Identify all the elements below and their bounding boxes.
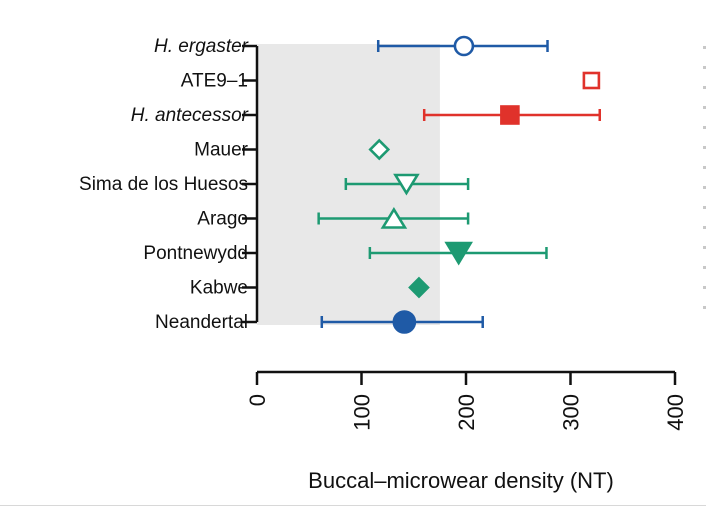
- point-group: [408, 276, 430, 299]
- edge-dot: [703, 106, 706, 109]
- marker-circle-open: [453, 35, 475, 57]
- edge-dot: [703, 306, 706, 309]
- edge-dot: [703, 86, 706, 89]
- y-tick-label: Pontnewydd: [143, 243, 248, 264]
- edge-dot: [703, 126, 706, 129]
- marker-square-open: [582, 71, 601, 90]
- x-tick-label: 100: [350, 394, 375, 431]
- marker-diamond-open: [368, 138, 391, 161]
- point-group: [368, 241, 548, 266]
- edge-dot: [703, 186, 706, 189]
- edge-dot: [703, 146, 706, 149]
- y-tick-label: Arago: [197, 209, 248, 230]
- x-axis-label: Buccal–microwear density (NT): [308, 468, 614, 493]
- marker-triangle-up-open: [380, 207, 408, 229]
- data-marks: [317, 35, 602, 334]
- y-tick-label: Sima de los Huesos: [79, 174, 248, 195]
- marker-triangle-down-open: [393, 173, 420, 196]
- y-tick-label: ATE9–1: [181, 71, 248, 92]
- y-tick-label: Kabwe: [190, 278, 248, 299]
- x-tick-label: 400: [663, 394, 688, 431]
- point-group: [582, 71, 601, 90]
- marker-circle-filled: [392, 310, 417, 334]
- edge-dot: [703, 66, 706, 69]
- marker-diamond-filled: [408, 276, 430, 299]
- point-group: [376, 35, 549, 57]
- edge-dot: [703, 266, 706, 269]
- x-tick-label: 300: [559, 394, 584, 431]
- edge-dot: [703, 286, 706, 289]
- x-axis: 0 100 200 300 400: [245, 370, 688, 431]
- edge-dot: [703, 226, 706, 229]
- edge-dot: [703, 206, 706, 209]
- point-group: [422, 105, 602, 125]
- y-tick-label: H. antecessor: [131, 105, 249, 126]
- bottom-divider: [0, 505, 706, 506]
- edge-dot: [703, 246, 706, 249]
- point-group: [344, 173, 470, 196]
- x-tick-label: 200: [454, 394, 479, 431]
- marker-square-filled: [500, 105, 520, 125]
- edge-dot: [703, 46, 706, 49]
- y-tick-label: H. ergaster: [154, 36, 249, 57]
- right-divider: [683, 28, 684, 468]
- point-group: [368, 138, 391, 161]
- y-tick-label: Mauer: [194, 140, 249, 161]
- y-tick-label: Neandertal: [155, 312, 248, 333]
- x-tick-label: 0: [245, 394, 270, 406]
- point-group: [317, 207, 470, 229]
- marker-triangle-down-filled: [444, 241, 473, 266]
- point-group: [320, 310, 484, 334]
- edge-dot: [703, 166, 706, 169]
- y-axis: H. ergaster ATE9–1 H. antecessor Mauer Sima …: [79, 36, 259, 333]
